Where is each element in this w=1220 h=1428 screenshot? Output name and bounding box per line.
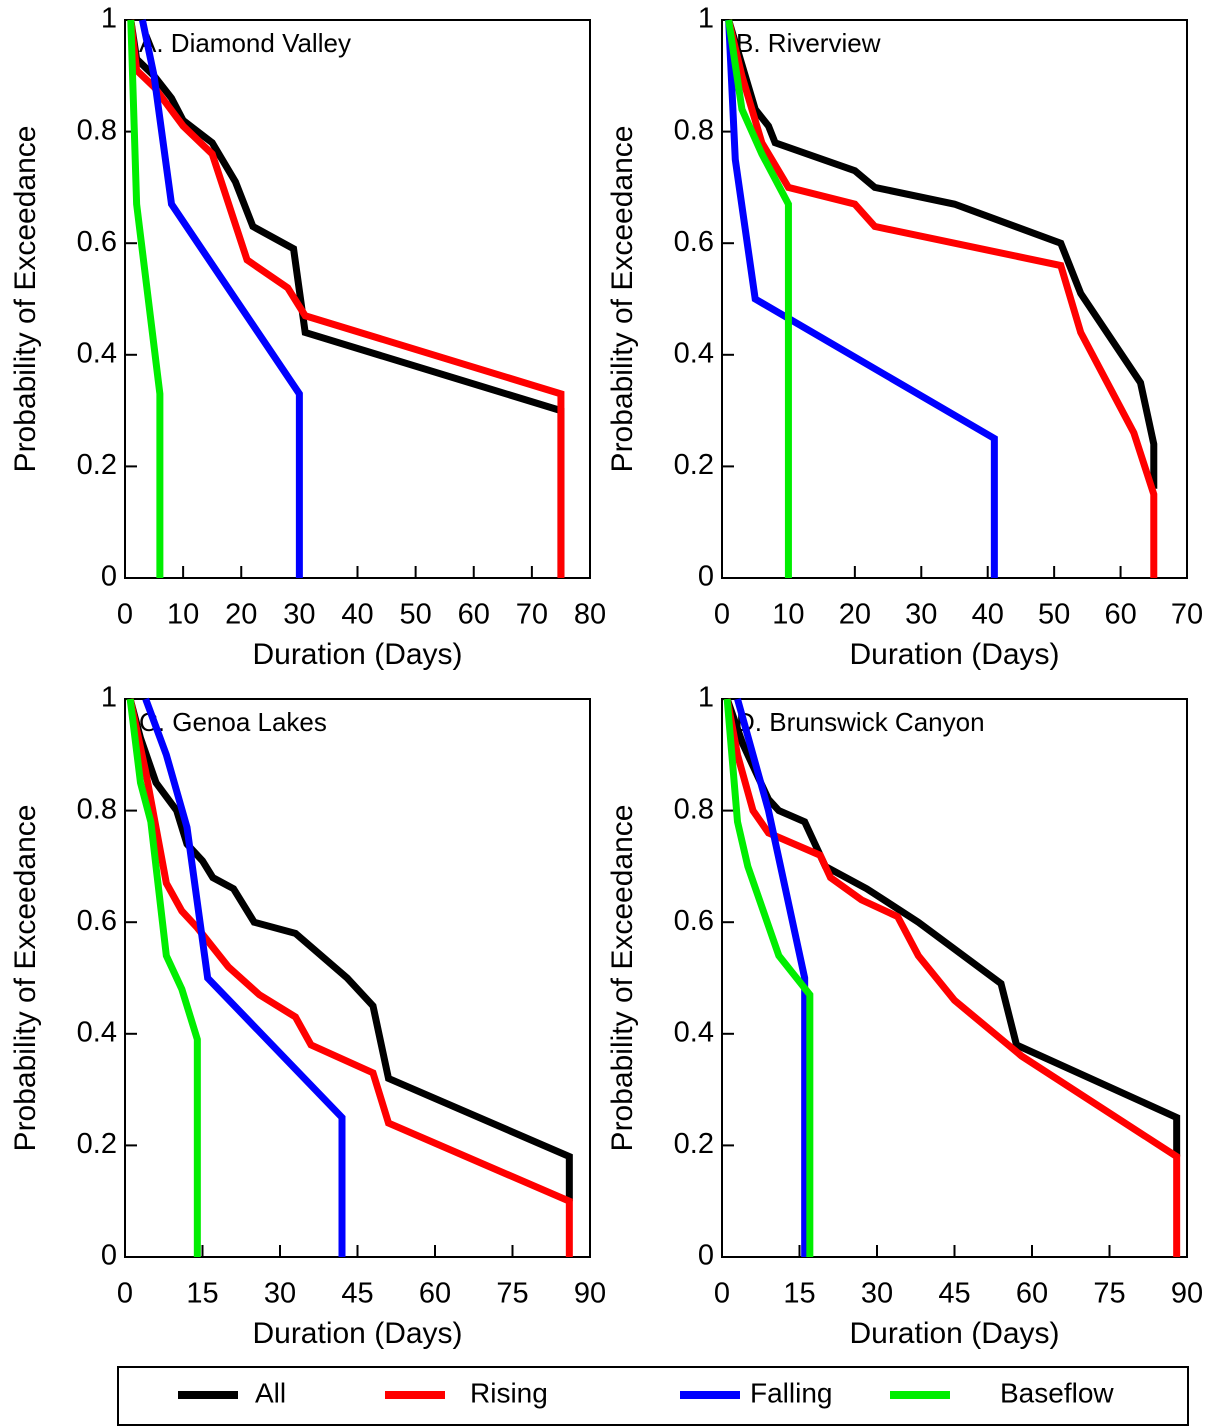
y-tick-label: 0.6 (674, 905, 714, 937)
y-tick-label: 0.8 (674, 114, 714, 146)
x-axis-label: Duration (Days) (252, 638, 462, 671)
x-tick-label: 80 (574, 599, 606, 631)
x-axis-label: Duration (Days) (849, 1317, 1059, 1350)
y-tick-label: 1 (698, 682, 714, 714)
data-line (127, 19, 164, 578)
y-axis-label: Probability of Exceedance (606, 805, 639, 1152)
data-line (126, 698, 573, 1257)
panel-title: D. Brunswick Canyon (736, 707, 985, 737)
x-tick-label: 30 (905, 599, 937, 631)
data-line (725, 19, 998, 578)
x-tick-label: 20 (839, 599, 871, 631)
panel-title: B. Riverview (736, 28, 881, 58)
data-line (142, 697, 346, 1257)
x-tick-label: 45 (938, 1278, 970, 1310)
y-tick-label: 0.4 (77, 337, 117, 369)
y-tick-label: 1 (698, 3, 714, 35)
y-tick-label: 1 (101, 682, 117, 714)
x-tick-label: 0 (714, 1278, 730, 1310)
x-tick-label: 60 (1104, 599, 1136, 631)
x-tick-label: 15 (783, 1278, 815, 1310)
legend-label: Rising (470, 1377, 548, 1408)
y-tick-label: 0.8 (77, 114, 117, 146)
y-axis-label: Probability of Exceedance (9, 805, 42, 1152)
y-tick-label: 0.6 (77, 905, 117, 937)
legend-label: Baseflow (1000, 1377, 1114, 1408)
x-tick-label: 50 (399, 599, 431, 631)
data-line (725, 19, 1158, 489)
x-tick-label: 0 (117, 1278, 133, 1310)
x-tick-label: 10 (167, 599, 199, 631)
x-tick-label: 90 (1171, 1278, 1203, 1310)
y-tick-label: 0.2 (77, 449, 117, 481)
x-tick-label: 0 (714, 599, 730, 631)
x-tick-label: 60 (1016, 1278, 1048, 1310)
y-tick-label: 0 (101, 561, 117, 593)
x-axis-label: Duration (Days) (252, 1317, 462, 1350)
x-tick-label: 0 (117, 599, 133, 631)
panel-title: C. Genoa Lakes (139, 707, 327, 737)
x-tick-label: 30 (283, 599, 315, 631)
x-tick-label: 50 (1038, 599, 1070, 631)
legend-label: Falling (750, 1377, 832, 1408)
data-line (725, 19, 1158, 578)
x-tick-label: 40 (341, 599, 373, 631)
y-tick-label: 0.4 (674, 1016, 714, 1048)
plot-frame (721, 698, 1188, 1258)
y-tick-label: 0.2 (674, 1128, 714, 1160)
x-tick-label: 40 (972, 599, 1004, 631)
x-tick-label: 30 (264, 1278, 296, 1310)
data-line (127, 19, 565, 578)
x-axis-label: Duration (Days) (849, 638, 1059, 671)
y-tick-label: 0.6 (674, 226, 714, 258)
y-axis-label: Probability of Exceedance (606, 126, 639, 473)
y-tick-label: 0 (698, 561, 714, 593)
x-tick-label: 70 (516, 599, 548, 631)
data-line (725, 19, 792, 578)
plot-frame (721, 19, 1188, 579)
x-tick-label: 20 (225, 599, 257, 631)
y-tick-label: 0.8 (77, 793, 117, 825)
plot-frame (124, 19, 591, 579)
x-tick-label: 75 (1093, 1278, 1125, 1310)
legend-label: All (255, 1377, 286, 1408)
y-tick-label: 0 (101, 1240, 117, 1272)
x-tick-label: 30 (861, 1278, 893, 1310)
y-tick-label: 1 (101, 3, 117, 35)
data-line (127, 19, 565, 578)
x-tick-label: 45 (341, 1278, 373, 1310)
y-tick-label: 0.2 (674, 449, 714, 481)
panel-title: A. Diamond Valley (139, 28, 351, 58)
x-tick-label: 90 (574, 1278, 606, 1310)
x-tick-label: 70 (1171, 599, 1203, 631)
data-line (139, 19, 303, 578)
data-line (126, 698, 573, 1202)
y-tick-label: 0.4 (674, 337, 714, 369)
y-tick-label: 0 (698, 1240, 714, 1272)
y-tick-label: 0.6 (77, 226, 117, 258)
legend-box (117, 1366, 1189, 1426)
data-line (723, 698, 1181, 1257)
data-line (126, 698, 201, 1257)
x-tick-label: 15 (186, 1278, 218, 1310)
x-tick-label: 75 (496, 1278, 528, 1310)
data-line (723, 698, 814, 1257)
y-tick-label: 0.2 (77, 1128, 117, 1160)
y-tick-label: 0.4 (77, 1016, 117, 1048)
y-axis-label: Probability of Exceedance (9, 126, 42, 473)
y-tick-label: 0.8 (674, 793, 714, 825)
x-tick-label: 60 (458, 599, 490, 631)
x-tick-label: 10 (772, 599, 804, 631)
data-line (734, 698, 809, 1257)
x-tick-label: 60 (419, 1278, 451, 1310)
